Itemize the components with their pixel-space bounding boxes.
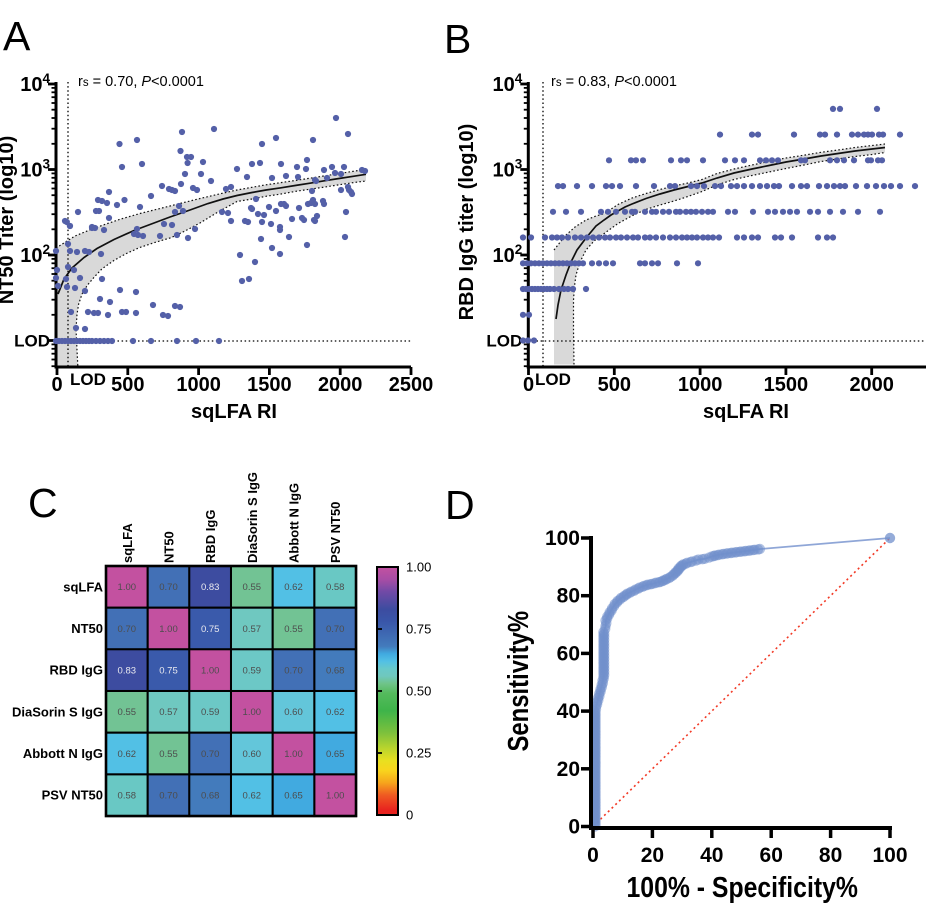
svg-text:100% - Specificity%: 100% - Specificity% <box>627 871 858 903</box>
svg-text:0.55: 0.55 <box>118 707 137 718</box>
svg-text:A: A <box>3 13 31 59</box>
svg-text:2000: 2000 <box>849 374 894 396</box>
svg-text:0.83: 0.83 <box>118 666 137 677</box>
svg-text:2000: 2000 <box>318 374 363 396</box>
svg-text:0.70: 0.70 <box>159 791 178 802</box>
svg-text:2500: 2500 <box>389 374 434 396</box>
svg-text:60: 60 <box>760 844 783 867</box>
svg-text:80: 80 <box>557 585 580 608</box>
svg-text:0.70: 0.70 <box>326 624 345 635</box>
svg-text:60: 60 <box>557 642 580 665</box>
svg-text:0.75: 0.75 <box>201 624 220 635</box>
svg-text:0.65: 0.65 <box>326 749 345 760</box>
svg-text:0.59: 0.59 <box>243 666 262 677</box>
svg-text:NT50: NT50 <box>71 621 103 636</box>
svg-text:1.00: 1.00 <box>243 707 262 718</box>
svg-text:RBD IgG titer (log10): RBD IgG titer (log10) <box>456 124 478 321</box>
svg-text:LOD: LOD <box>14 332 50 351</box>
svg-text:1500: 1500 <box>247 374 292 396</box>
svg-text:0.62: 0.62 <box>326 707 345 718</box>
svg-text:0.83: 0.83 <box>201 582 220 593</box>
svg-text:0: 0 <box>406 808 413 823</box>
svg-text:500: 500 <box>111 374 144 396</box>
svg-text:0.60: 0.60 <box>243 749 262 760</box>
svg-text:0.70: 0.70 <box>118 624 137 635</box>
svg-text:sqLFA RI: sqLFA RI <box>703 401 789 423</box>
svg-text:LOD: LOD <box>486 332 522 351</box>
svg-text:1.00: 1.00 <box>406 560 431 575</box>
svg-text:C: C <box>28 480 58 526</box>
svg-text:500: 500 <box>598 374 631 396</box>
svg-text:0: 0 <box>568 816 580 839</box>
svg-text:0.57: 0.57 <box>243 624 262 635</box>
svg-text:0.50: 0.50 <box>406 684 431 699</box>
svg-text:0: 0 <box>523 374 534 396</box>
svg-text:0.70: 0.70 <box>284 666 303 677</box>
svg-text:0: 0 <box>587 844 599 867</box>
svg-text:0.75: 0.75 <box>406 622 431 637</box>
svg-text:80: 80 <box>819 844 842 867</box>
svg-text:100: 100 <box>545 527 580 550</box>
svg-text:0.58: 0.58 <box>326 582 345 593</box>
svg-text:LOD: LOD <box>70 370 106 389</box>
svg-text:0.75: 0.75 <box>159 666 178 677</box>
svg-text:1000: 1000 <box>678 374 723 396</box>
svg-text:0.59: 0.59 <box>201 707 220 718</box>
svg-text:rs = 0.83, P<0.0001: rs = 0.83, P<0.0001 <box>551 74 677 90</box>
svg-text:1.00: 1.00 <box>118 582 137 593</box>
svg-text:0.65: 0.65 <box>284 791 303 802</box>
svg-text:NT50 Titer (log10): NT50 Titer (log10) <box>0 136 18 305</box>
svg-text:1.00: 1.00 <box>284 749 303 760</box>
svg-text:1.00: 1.00 <box>159 624 178 635</box>
svg-text:40: 40 <box>700 844 723 867</box>
svg-text:Abbott N IgG: Abbott N IgG <box>23 746 103 761</box>
svg-text:0.25: 0.25 <box>406 746 431 761</box>
svg-text:0: 0 <box>51 374 62 396</box>
svg-text:0.58: 0.58 <box>118 791 137 802</box>
svg-text:PSV NT50: PSV NT50 <box>42 788 103 803</box>
svg-text:Sensitivity%: Sensitivity% <box>502 611 535 752</box>
svg-text:0.55: 0.55 <box>284 624 303 635</box>
svg-text:40: 40 <box>557 700 580 723</box>
svg-text:RBD IgG: RBD IgG <box>50 663 103 678</box>
svg-text:1000: 1000 <box>176 374 221 396</box>
svg-text:rs = 0.70, P<0.0001: rs = 0.70, P<0.0001 <box>78 74 204 90</box>
svg-text:0.68: 0.68 <box>201 791 220 802</box>
svg-text:100: 100 <box>872 844 907 867</box>
svg-text:DiaSorin S IgG: DiaSorin S IgG <box>245 472 260 563</box>
svg-text:LOD: LOD <box>535 370 571 389</box>
svg-text:0.62: 0.62 <box>284 582 303 593</box>
svg-text:D: D <box>445 482 475 528</box>
svg-text:20: 20 <box>641 844 664 867</box>
svg-text:1.00: 1.00 <box>326 791 345 802</box>
svg-text:sqLFA: sqLFA <box>63 579 103 594</box>
svg-text:1.00: 1.00 <box>201 666 220 677</box>
svg-text:20: 20 <box>557 758 580 781</box>
svg-text:RBD IgG: RBD IgG <box>203 510 218 563</box>
svg-text:NT50: NT50 <box>162 531 177 563</box>
svg-text:0.62: 0.62 <box>243 791 262 802</box>
svg-text:0.57: 0.57 <box>159 707 178 718</box>
svg-text:0.55: 0.55 <box>159 749 178 760</box>
svg-text:DiaSorin S IgG: DiaSorin S IgG <box>12 704 103 719</box>
svg-text:0.62: 0.62 <box>118 749 137 760</box>
svg-text:sqLFA: sqLFA <box>120 523 135 563</box>
svg-text:PSV NT50: PSV NT50 <box>328 502 343 563</box>
svg-text:0.70: 0.70 <box>159 582 178 593</box>
svg-text:B: B <box>444 16 471 62</box>
svg-text:104: 104 <box>493 71 523 96</box>
svg-text:Abbott N IgG: Abbott N IgG <box>287 483 302 563</box>
svg-text:0.70: 0.70 <box>201 749 220 760</box>
svg-text:1500: 1500 <box>764 374 809 396</box>
svg-text:sqLFA RI: sqLFA RI <box>191 401 277 423</box>
svg-text:0.55: 0.55 <box>243 582 262 593</box>
svg-text:0.68: 0.68 <box>326 666 345 677</box>
svg-text:0.60: 0.60 <box>284 707 303 718</box>
